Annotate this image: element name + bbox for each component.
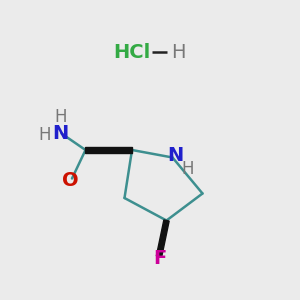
Text: N: N [52, 124, 69, 143]
Text: N: N [167, 146, 183, 165]
Text: H: H [54, 108, 67, 126]
Text: HCl: HCl [113, 43, 151, 62]
Text: F: F [153, 248, 166, 268]
Text: O: O [62, 170, 79, 190]
Text: H: H [39, 126, 51, 144]
Text: H: H [171, 43, 186, 62]
Polygon shape [85, 147, 132, 153]
Text: H: H [182, 160, 194, 178]
Polygon shape [156, 220, 169, 257]
